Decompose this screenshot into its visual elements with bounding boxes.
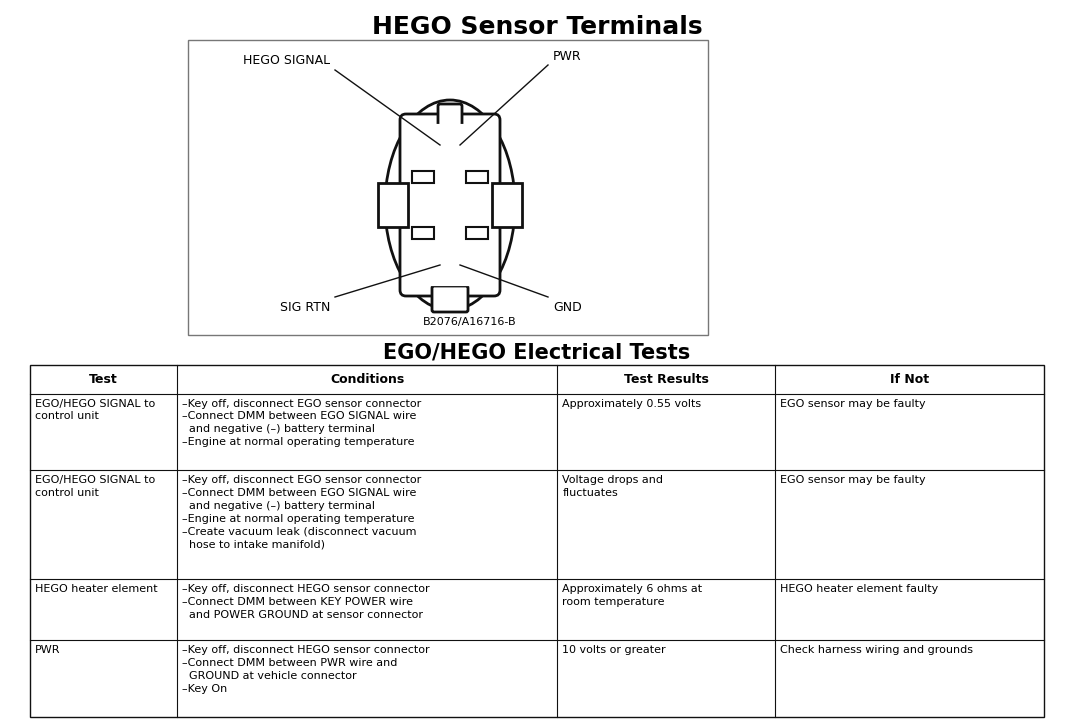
Text: –Key off, disconnect EGO sensor connector
–Connect DMM between EGO SIGNAL wire
 : –Key off, disconnect EGO sensor connecto… (182, 399, 421, 447)
Text: Approximately 6 ohms at
room temperature: Approximately 6 ohms at room temperature (563, 584, 702, 607)
Text: Conditions: Conditions (330, 373, 404, 386)
Text: HEGO heater element faulty: HEGO heater element faulty (781, 584, 939, 594)
Bar (412, 171, 434, 183)
Text: HEGO Sensor Terminals: HEGO Sensor Terminals (372, 15, 702, 39)
FancyBboxPatch shape (438, 104, 462, 126)
FancyBboxPatch shape (432, 286, 468, 312)
Ellipse shape (384, 100, 516, 310)
Text: GND: GND (553, 301, 582, 314)
Text: B2076/A16716-B: B2076/A16716-B (423, 317, 517, 327)
Text: EGO sensor may be faulty: EGO sensor may be faulty (781, 399, 926, 409)
Text: 10 volts or greater: 10 volts or greater (563, 645, 666, 655)
Text: Voltage drops and
fluctuates: Voltage drops and fluctuates (563, 476, 664, 498)
Text: HEGO SIGNAL: HEGO SIGNAL (243, 54, 330, 67)
Text: EGO/HEGO SIGNAL to
control unit: EGO/HEGO SIGNAL to control unit (35, 399, 156, 421)
Text: HEGO heater element: HEGO heater element (35, 584, 158, 594)
Text: –Key off, disconnect HEGO sensor connector
–Connect DMM between PWR wire and
  G: –Key off, disconnect HEGO sensor connect… (182, 645, 430, 694)
Text: Test: Test (89, 373, 118, 386)
Bar (466, 171, 488, 183)
Text: Check harness wiring and grounds: Check harness wiring and grounds (781, 645, 973, 655)
Text: Test Results: Test Results (624, 373, 709, 386)
Bar (378, 183, 408, 227)
Text: EGO sensor may be faulty: EGO sensor may be faulty (781, 476, 926, 486)
Text: SIG RTN: SIG RTN (279, 301, 330, 314)
FancyBboxPatch shape (400, 114, 500, 296)
Text: EGO/HEGO SIGNAL to
control unit: EGO/HEGO SIGNAL to control unit (35, 476, 156, 498)
Bar (30, 365, 1044, 717)
Text: PWR: PWR (35, 645, 60, 655)
Text: –Key off, disconnect HEGO sensor connector
–Connect DMM between KEY POWER wire
 : –Key off, disconnect HEGO sensor connect… (182, 584, 430, 620)
Text: PWR: PWR (553, 50, 582, 63)
Text: EGO/HEGO Electrical Tests: EGO/HEGO Electrical Tests (383, 342, 691, 362)
Text: Approximately 0.55 volts: Approximately 0.55 volts (563, 399, 701, 409)
Bar (492, 183, 522, 227)
Text: –Key off, disconnect EGO sensor connector
–Connect DMM between EGO SIGNAL wire
 : –Key off, disconnect EGO sensor connecto… (182, 476, 421, 550)
Bar (188, 40, 708, 335)
Text: If Not: If Not (890, 373, 929, 386)
Bar (466, 227, 488, 239)
Bar (412, 227, 434, 239)
